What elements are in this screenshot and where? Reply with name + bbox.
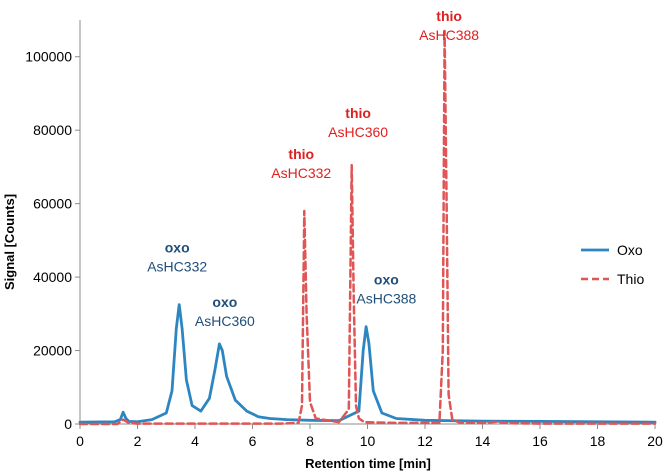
peak-label-kind: thio [288,146,314,162]
y-tick-label: 100000 [25,49,72,65]
peak-label-kind: oxo [165,240,190,256]
series-line-oxo [78,303,657,424]
x-tick-label: 6 [249,433,257,449]
plot-area [78,29,657,426]
x-tick-label: 16 [532,433,548,449]
peak-label-kind: oxo [212,294,237,310]
peak-label-oxo-ashc332: oxo AsHC332 [147,240,207,275]
peak-label-thio-ashc332: thio AsHC332 [271,146,331,181]
legend-label-oxo: Oxo [617,242,643,258]
peak-label-kind: oxo [374,272,399,288]
y-tick-label: 80000 [33,122,72,138]
peak-label-compound: AsHC332 [271,165,331,181]
y-tick-label: 0 [64,416,72,432]
peak-label-compound: AsHC360 [195,313,255,329]
y-tick-label: 40000 [33,269,72,285]
x-tick-label: 0 [76,433,84,449]
x-tick-label: 18 [590,433,606,449]
peak-label-compound: AsHC388 [419,27,479,43]
peak-label-kind: thio [345,105,371,121]
x-tick-label: 14 [475,433,491,449]
y-tick-label: 20000 [33,343,72,359]
x-tick-label: 2 [134,433,142,449]
peak-label-compound: AsHC332 [147,259,207,275]
peak-label-compound: AsHC388 [356,291,416,307]
y-tick-label: 60000 [33,196,72,212]
series-line-thio [78,29,657,426]
x-tick-label: 10 [360,433,376,449]
peak-label-thio-ashc360: thio AsHC360 [328,105,388,140]
tick-labels: 0 20000 40000 60000 80000 100000 0 2 4 6 8 10 12 14 16… [25,49,663,449]
x-axis-title: Retention time [min] [305,456,431,471]
x-tick-label: 8 [306,433,314,449]
x-tick-label: 12 [417,433,433,449]
peak-label-kind: thio [436,8,462,24]
peak-label-oxo-ashc360: oxo AsHC360 [195,294,255,329]
x-tick-label: 4 [191,433,199,449]
x-tick-label: 20 [647,433,663,449]
axes [75,20,656,429]
peak-annotations: oxo AsHC332 oxo AsHC360 oxo AsHC388 thio AsHC33… [147,8,479,329]
y-axis-title: Signal [Counts] [2,194,17,290]
legend: Oxo Thio [581,242,644,287]
peak-label-thio-ashc388: thio AsHC388 [419,8,479,43]
peak-label-compound: AsHC360 [328,124,388,140]
peak-label-oxo-ashc388: oxo AsHC388 [356,272,416,307]
legend-label-thio: Thio [617,271,644,287]
